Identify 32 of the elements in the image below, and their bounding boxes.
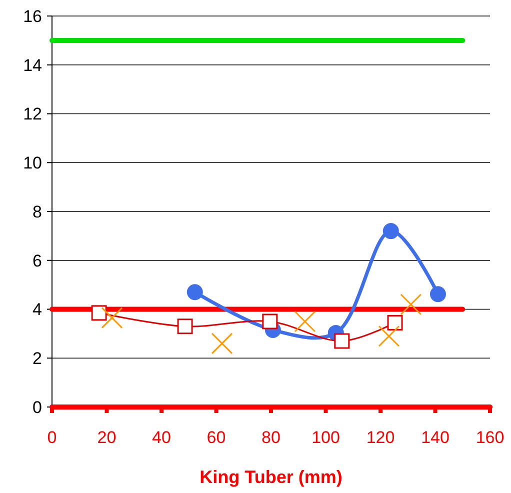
x-tick-label: 60 xyxy=(206,428,226,447)
x-tick-label: 100 xyxy=(312,428,340,447)
point xyxy=(91,305,107,321)
point xyxy=(387,314,403,330)
point xyxy=(378,325,400,347)
x-tick-label: 120 xyxy=(366,428,395,447)
y-tick-label: 16 xyxy=(23,6,42,26)
point xyxy=(334,333,350,349)
point xyxy=(294,310,316,332)
point xyxy=(400,294,422,316)
x-tick-label: 140 xyxy=(421,428,450,447)
x-tick-label: 20 xyxy=(97,428,116,447)
point xyxy=(177,318,193,334)
x-axis-title: King Tuber (mm) xyxy=(200,467,342,487)
point xyxy=(262,314,278,330)
point xyxy=(430,286,446,302)
point xyxy=(186,284,203,300)
y-tick-label: 0 xyxy=(32,398,42,417)
x-tick-label: 160 xyxy=(476,428,504,447)
y-tick-label: 2 xyxy=(32,349,42,368)
x-tick-label: 80 xyxy=(262,428,280,447)
point xyxy=(382,223,399,240)
x-tick-label: 0 xyxy=(47,428,57,447)
y-tick-label: 6 xyxy=(32,251,42,270)
y-tick-label: 8 xyxy=(32,202,42,222)
y-tick-label: 4 xyxy=(32,300,42,320)
y-tick-label: 12 xyxy=(23,104,42,124)
y-tick-label: 10 xyxy=(23,154,42,173)
point xyxy=(211,332,233,354)
point xyxy=(101,307,123,329)
y-tick-label: 14 xyxy=(23,56,42,75)
x-tick-label: 40 xyxy=(152,428,171,447)
